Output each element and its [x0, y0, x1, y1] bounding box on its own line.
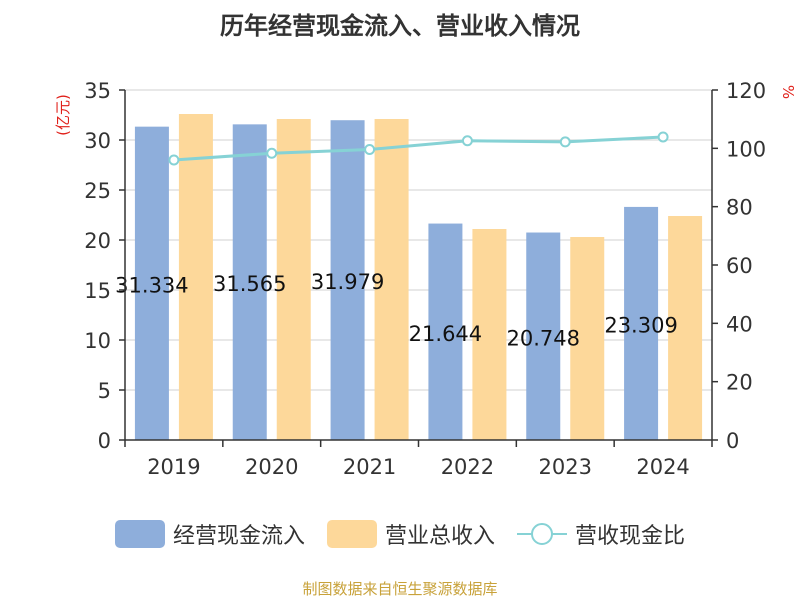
- legend-item-ratio[interactable]: 营收现金比: [517, 518, 685, 550]
- ratio-point: [559, 136, 571, 148]
- left-tick-label: 10: [84, 329, 111, 353]
- right-tick-label: 100: [726, 137, 766, 161]
- x-tick-label: 2022: [441, 455, 494, 479]
- bar-cash-inflow: [624, 206, 659, 440]
- x-tick-label: 2023: [539, 455, 592, 479]
- x-tick-label: 2020: [245, 455, 298, 479]
- left-tick-label: 20: [84, 229, 111, 253]
- x-tick-label: 2019: [147, 455, 200, 479]
- legend-label-cash-inflow: 经营现金流入: [172, 524, 305, 549]
- right-axis-label: %: [779, 85, 797, 99]
- ratio-line: [173, 135, 664, 162]
- right-tick-label: 0: [726, 429, 739, 453]
- legend-label-revenue: 营业总收入: [384, 524, 495, 549]
- data-label: 21.644: [409, 322, 482, 346]
- legend-swatch-revenue: [326, 520, 377, 548]
- data-label: 23.309: [604, 313, 677, 337]
- bar-revenue: [178, 114, 213, 440]
- legend-item-cash-inflow[interactable]: 经营现金流入: [114, 518, 305, 550]
- data-label: 31.565: [213, 272, 286, 296]
- bar-revenue: [570, 237, 605, 440]
- data-label: 31.334: [115, 273, 188, 297]
- source-note: 制图数据来自恒生聚源数据库: [302, 580, 498, 598]
- ratio-point: [364, 144, 376, 155]
- right-tick-label: 80: [726, 196, 753, 220]
- bar-cash-inflow: [134, 126, 169, 440]
- left-tick-label: 35: [84, 79, 111, 103]
- x-tick-label: 2024: [636, 455, 689, 479]
- left-tick-label: 15: [84, 279, 111, 303]
- ratio-point: [657, 131, 669, 143]
- bar-revenue: [374, 119, 409, 440]
- legend-swatch-ratio: [517, 520, 567, 548]
- ratio-point: [168, 154, 180, 166]
- left-tick-label: 5: [98, 379, 111, 403]
- data-label: 31.979: [311, 270, 384, 294]
- bar-cash-inflow: [526, 232, 561, 440]
- left-tick-label: 30: [84, 129, 111, 153]
- bar-revenue: [472, 229, 507, 440]
- left-tick-label: 0: [98, 429, 111, 453]
- right-tick-label: 40: [726, 312, 753, 336]
- bar-revenue: [668, 216, 703, 440]
- right-tick-label: 60: [726, 254, 753, 278]
- right-tick-label: 120: [726, 79, 766, 103]
- bar-cash-inflow: [428, 223, 463, 440]
- chart-title: 历年经营现金流入、营业收入情况: [220, 12, 580, 40]
- ratio-point: [266, 147, 278, 159]
- x-tick-label: 2021: [343, 455, 396, 479]
- right-tick-label: 20: [726, 371, 753, 395]
- legend-label-ratio: 营收现金比: [575, 524, 686, 549]
- chart-legend: 经营现金流入 营业总收入 营收现金比: [0, 516, 800, 552]
- bar-revenue: [276, 119, 311, 440]
- left-axis-label: (亿元): [54, 94, 72, 136]
- legend-swatch-cash-inflow: [114, 520, 165, 548]
- left-tick-label: 25: [84, 179, 111, 203]
- bar-cash-inflow: [330, 120, 365, 441]
- legend-item-revenue[interactable]: 营业总收入: [326, 518, 495, 550]
- data-label: 20.748: [507, 326, 580, 350]
- ratio-point: [461, 135, 473, 147]
- bar-cash-inflow: [232, 124, 267, 440]
